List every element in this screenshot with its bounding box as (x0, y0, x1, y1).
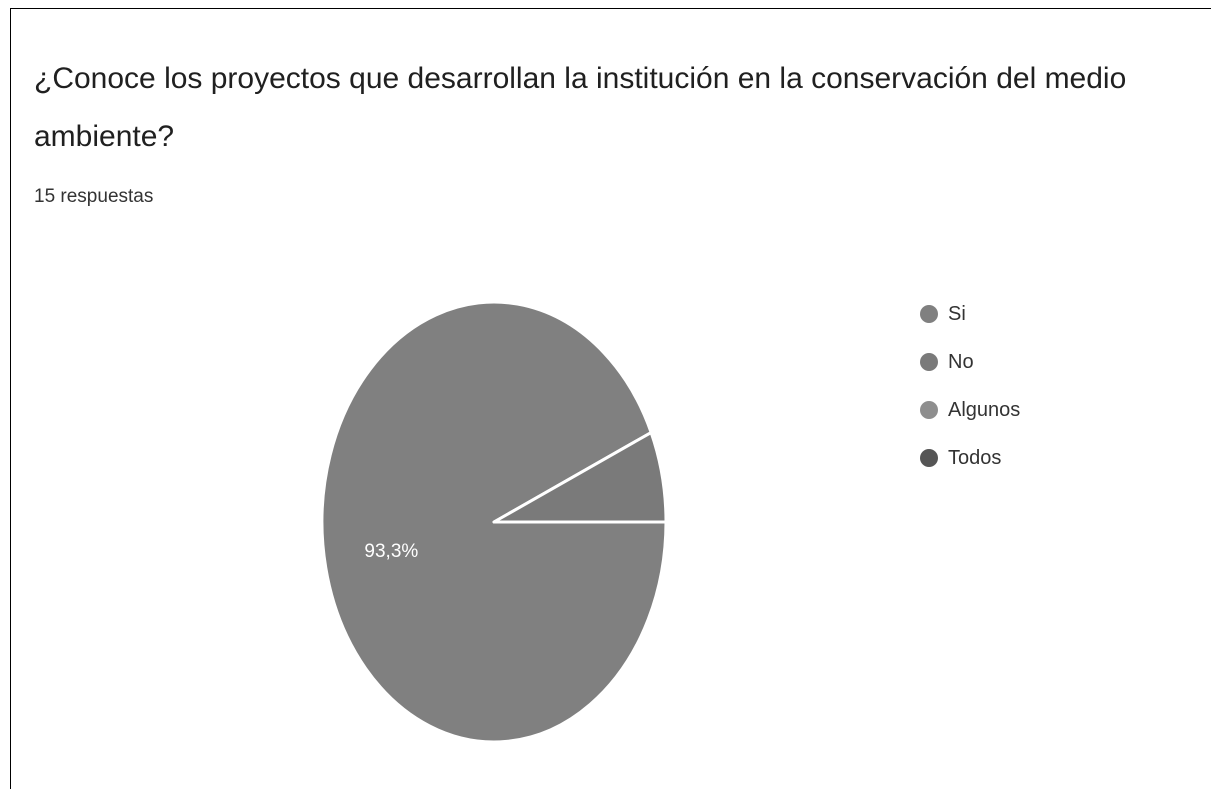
chart-frame (10, 8, 1211, 789)
legend-label: Si (948, 303, 966, 325)
chart-title: ¿Conoce los proyectos que desarrollan la… (34, 62, 1127, 153)
legend-label: Algunos (948, 399, 1021, 421)
legend-label: Todos (948, 447, 1002, 469)
chart-legend: Si No Algunos Todos (920, 302, 1020, 470)
legend-item-todos[interactable]: Todos (920, 446, 1020, 470)
legend-item-no[interactable]: No (920, 350, 1020, 374)
response-count: 15 respuestas (34, 186, 154, 207)
legend-swatch-icon (920, 401, 938, 419)
legend-item-algunos[interactable]: Algunos (920, 398, 1020, 422)
legend-item-si[interactable]: Si (920, 302, 1020, 326)
legend-swatch-icon (920, 353, 938, 371)
legend-swatch-icon (920, 449, 938, 467)
pie-slice-no (492, 431, 668, 524)
legend-swatch-icon (920, 305, 938, 323)
legend-label: No (948, 351, 974, 373)
slice-label-si: 93,3% (364, 541, 418, 562)
